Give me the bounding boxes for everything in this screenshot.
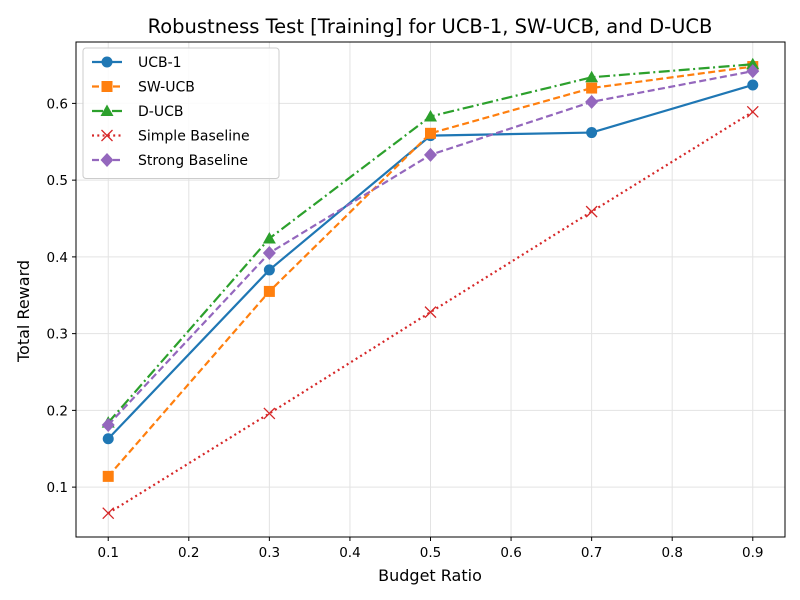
legend-item: SW-UCB: [92, 80, 195, 96]
series-group: [101, 57, 760, 520]
data-point: [746, 64, 760, 79]
data-point: [424, 306, 437, 319]
legend-marker: [100, 104, 114, 116]
y-tick-label: 0.5: [47, 173, 68, 189]
y-tick-label: 0.6: [47, 96, 68, 112]
data-point: [262, 246, 276, 261]
data-point: [102, 433, 114, 445]
data-point: [102, 470, 114, 482]
y-tick-label: 0.4: [47, 250, 68, 266]
axis-ticks: 0.1 0.2 0.3 0.4 0.5 0.6 0.7 0.8 0.9 0.1 0.2 0.3 0.4 0…: [47, 96, 764, 561]
legend-box: [82, 47, 280, 179]
series-strong-baseline: [101, 64, 760, 432]
series-simple-baseline: [102, 105, 759, 520]
series-line: [107, 65, 753, 478]
data-point: [585, 70, 599, 83]
data-point: [586, 82, 598, 94]
y-tick-label: 0.2: [47, 403, 68, 419]
chart-title: Robustness Test [Training] for UCB-1, SW…: [148, 15, 713, 38]
data-point: [747, 79, 759, 91]
series-d-ucb: [101, 57, 760, 428]
data-point: [746, 105, 759, 118]
data-point: [262, 231, 276, 244]
x-tick-label: 0.4: [339, 545, 360, 561]
y-tick-label: 0.1: [47, 480, 68, 496]
legend-label: D-UCB: [138, 104, 183, 120]
x-tick-label: 0.6: [500, 545, 521, 561]
legend-marker: [100, 153, 114, 167]
data-point: [101, 417, 115, 432]
legend-marker: [101, 129, 113, 142]
data-point: [585, 205, 598, 218]
data-point: [263, 285, 275, 297]
data-point: [424, 147, 437, 162]
data-point: [425, 127, 436, 139]
x-axis-label: Budget Ratio: [378, 566, 482, 585]
y-tick-label: 0.3: [47, 327, 68, 343]
legend-item: D-UCB: [92, 104, 183, 120]
x-tick-label: 0.1: [97, 545, 118, 561]
x-tick-label: 0.9: [742, 545, 763, 561]
legend-marker: [101, 81, 113, 92]
legend-label: Simple Baseline: [138, 129, 250, 145]
data-point: [586, 127, 598, 139]
legend-label: Strong Baseline: [138, 153, 248, 169]
x-tick-label: 0.8: [661, 545, 682, 561]
x-tick-label: 0.7: [581, 545, 602, 561]
legend-label: UCB-1: [138, 55, 182, 71]
data-point: [746, 57, 760, 70]
x-tick-label: 0.3: [259, 545, 280, 561]
x-tick-label: 0.5: [420, 545, 441, 561]
data-point: [102, 507, 115, 520]
data-point: [263, 264, 275, 276]
y-axis-label: Total Reward: [14, 260, 33, 363]
data-point: [424, 109, 437, 122]
data-point: [585, 94, 599, 109]
legend-item: UCB-1: [92, 55, 182, 71]
legend-marker: [101, 56, 113, 68]
legend-item: Simple Baseline: [92, 129, 250, 145]
x-tick-label: 0.2: [178, 545, 199, 561]
grid: [76, 42, 785, 537]
legend-label: SW-UCB: [138, 80, 195, 96]
legend-item: Strong Baseline: [92, 153, 248, 169]
legend: UCB-1 SW-UCB D-UCB Simple Baseline Strong Ba…: [82, 47, 280, 179]
data-point: [263, 407, 276, 420]
